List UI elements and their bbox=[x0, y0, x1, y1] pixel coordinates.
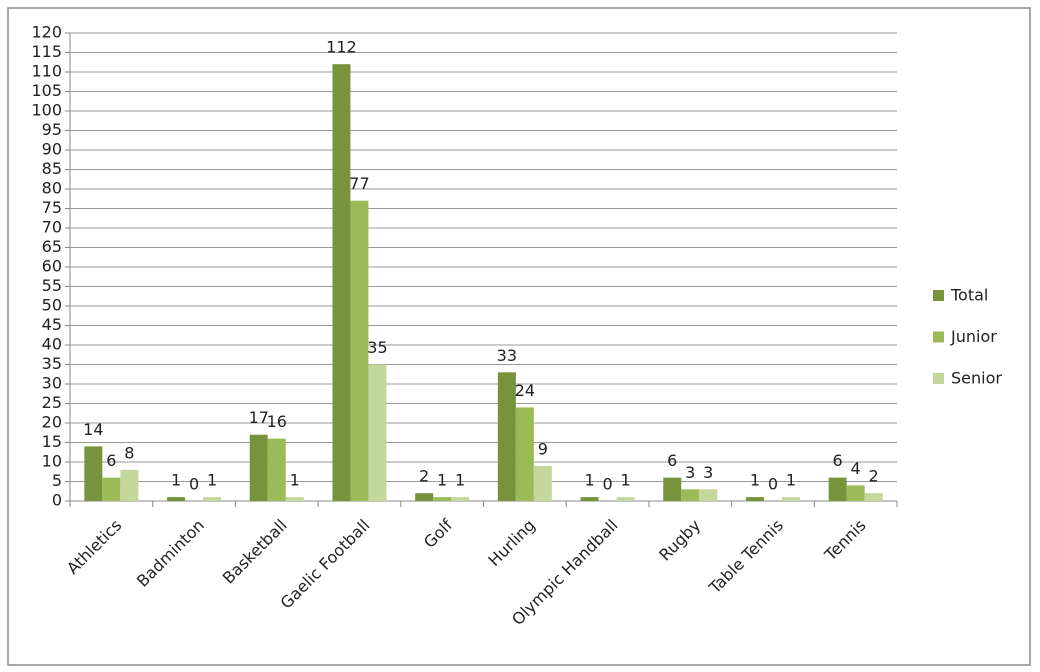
data-label: 6 bbox=[667, 451, 677, 470]
data-label: 3 bbox=[703, 463, 713, 482]
y-tick-label: 40 bbox=[42, 335, 62, 354]
data-label: 112 bbox=[326, 38, 357, 57]
bar bbox=[249, 434, 268, 501]
y-tick-label: 65 bbox=[42, 237, 62, 256]
legend-swatch bbox=[933, 331, 944, 343]
bar bbox=[102, 477, 121, 501]
bar bbox=[699, 489, 718, 501]
bar bbox=[846, 485, 865, 501]
data-label: 0 bbox=[189, 475, 199, 494]
bar bbox=[515, 407, 534, 501]
data-label: 77 bbox=[349, 174, 369, 193]
y-tick-label: 95 bbox=[42, 120, 62, 139]
bar bbox=[533, 465, 552, 501]
legend-label: Senior bbox=[951, 369, 1002, 388]
data-label: 1 bbox=[455, 471, 465, 490]
bar bbox=[120, 469, 139, 501]
data-label: 2 bbox=[869, 467, 879, 486]
y-tick-label: 100 bbox=[31, 101, 62, 120]
bar bbox=[663, 477, 682, 501]
y-tick-label: 120 bbox=[31, 23, 62, 42]
bar bbox=[267, 438, 286, 501]
data-label: 17 bbox=[249, 408, 269, 427]
legend-label: Junior bbox=[950, 327, 997, 346]
data-label: 1 bbox=[207, 471, 217, 490]
data-label: 1 bbox=[584, 471, 594, 490]
legend-swatch bbox=[933, 373, 944, 384]
data-label: 16 bbox=[267, 412, 287, 431]
data-label: 9 bbox=[538, 439, 548, 458]
data-label: 1 bbox=[750, 471, 760, 490]
data-label: 35 bbox=[367, 338, 387, 357]
y-tick-label: 20 bbox=[42, 413, 62, 432]
y-tick-label: 50 bbox=[42, 296, 62, 315]
y-tick-label: 45 bbox=[42, 315, 62, 334]
bar bbox=[285, 497, 304, 501]
data-label: 0 bbox=[768, 475, 778, 494]
bar bbox=[681, 489, 700, 501]
bar bbox=[433, 497, 452, 501]
bar bbox=[828, 477, 847, 501]
data-label: 1 bbox=[437, 471, 447, 490]
y-tick-label: 90 bbox=[42, 140, 62, 159]
bar bbox=[415, 493, 434, 501]
bar bbox=[84, 446, 103, 501]
y-tick-label: 75 bbox=[42, 198, 62, 217]
y-tick-label: 0 bbox=[52, 491, 62, 510]
bar bbox=[451, 497, 470, 501]
y-tick-label: 60 bbox=[42, 257, 62, 276]
y-tick-label: 115 bbox=[31, 42, 62, 61]
y-tick-label: 5 bbox=[52, 471, 62, 490]
y-tick-label: 10 bbox=[42, 452, 62, 471]
y-tick-label: 70 bbox=[42, 218, 62, 237]
legend-label: Total bbox=[950, 286, 988, 305]
bar bbox=[781, 497, 800, 501]
bar bbox=[332, 64, 351, 501]
bar bbox=[864, 493, 883, 501]
data-label: 14 bbox=[83, 420, 103, 439]
y-tick-label: 110 bbox=[31, 62, 62, 81]
bar bbox=[368, 364, 387, 501]
data-label: 4 bbox=[851, 459, 861, 478]
bar bbox=[350, 200, 369, 501]
data-label: 3 bbox=[685, 463, 695, 482]
data-label: 6 bbox=[833, 451, 843, 470]
bar bbox=[203, 497, 222, 501]
y-tick-label: 85 bbox=[42, 159, 62, 178]
data-label: 1 bbox=[620, 471, 630, 490]
chart-frame bbox=[7, 7, 1031, 666]
data-label: 2 bbox=[419, 467, 429, 486]
data-label: 1 bbox=[290, 471, 300, 490]
data-label: 8 bbox=[124, 443, 134, 462]
y-tick-label: 25 bbox=[42, 393, 62, 412]
y-tick-label: 105 bbox=[31, 81, 62, 100]
y-tick-label: 35 bbox=[42, 354, 62, 373]
bar bbox=[167, 497, 186, 501]
y-tick-label: 55 bbox=[42, 276, 62, 295]
y-tick-label: 15 bbox=[42, 432, 62, 451]
bar bbox=[580, 497, 599, 501]
data-label: 33 bbox=[497, 346, 517, 365]
data-label: 24 bbox=[515, 381, 535, 400]
y-tick-label: 30 bbox=[42, 374, 62, 393]
data-label: 0 bbox=[602, 475, 612, 494]
bar bbox=[616, 497, 635, 501]
data-label: 1 bbox=[171, 471, 181, 490]
bar bbox=[745, 497, 764, 501]
y-tick-label: 80 bbox=[42, 179, 62, 198]
legend-swatch bbox=[933, 290, 944, 301]
data-label: 1 bbox=[786, 471, 796, 490]
bar bbox=[497, 372, 516, 501]
data-label: 6 bbox=[106, 451, 116, 470]
